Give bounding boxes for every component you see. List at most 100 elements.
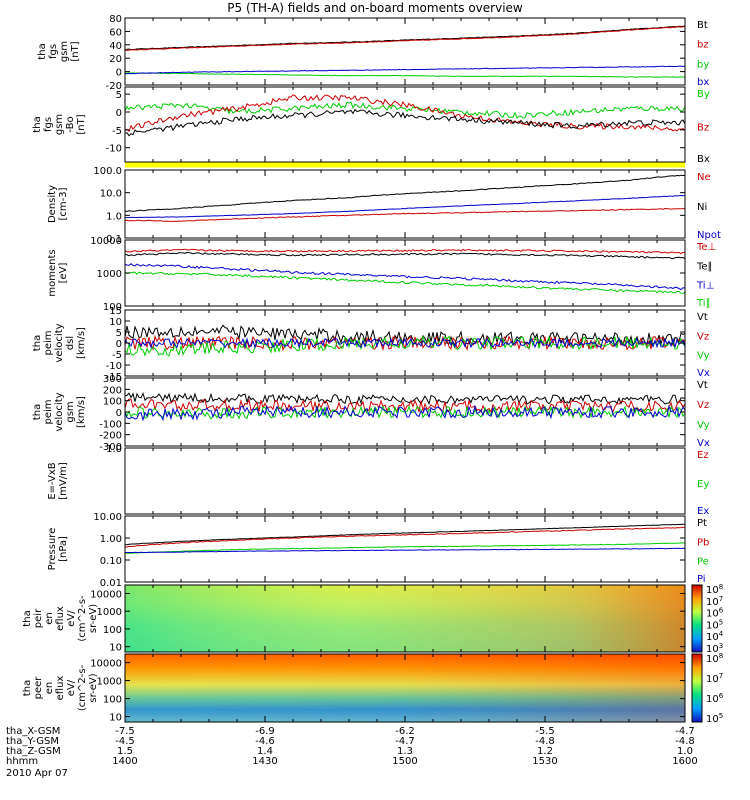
y-axis-label-line: tha: [37, 43, 48, 59]
series-line-Bx: [124, 108, 686, 137]
y-axis-label-line: [mV/m]: [58, 462, 69, 500]
series-line-Ni: [124, 174, 686, 212]
y-tick-label: -5: [112, 126, 122, 137]
y-tick-label: -20: [106, 81, 122, 92]
y-tick-label: 100.0: [93, 166, 122, 177]
panel-4: Te⊥ Te∥ Ti⊥ Ti∥ 10000 1000 100 moments [eV]: [47, 236, 716, 313]
y-tick-label: 5: [116, 328, 122, 339]
series-line-Pb: [124, 526, 686, 548]
y-axis-label-line: Pressure: [47, 528, 58, 571]
x-row-value: 1.0: [677, 746, 693, 757]
legend-label: by: [697, 59, 709, 70]
y-tick-label: -300: [99, 442, 122, 453]
y-axis-label: tha peir en eflux eV/(cm^2-s-sr-eV): [22, 595, 99, 642]
series-line-bz: [124, 26, 686, 51]
y-tick-label: 100: [103, 625, 122, 636]
series-line-Vt: [124, 324, 686, 347]
y-axis-label-line: tha: [22, 610, 33, 626]
y-tick-label: 40: [109, 41, 122, 52]
y-axis-label-line: fgs: [43, 117, 54, 132]
panel-frame: [124, 447, 686, 515]
y-axis-label: moments [eV]: [47, 249, 69, 296]
colorbar: [691, 584, 703, 653]
legend-label: Ey: [697, 479, 709, 490]
x-row-value: -4.7: [395, 736, 415, 747]
panel-8: Pt Pb Pe Pi 10.00 1.00 0.10 0.01 Pressure [nPa]: [47, 512, 709, 589]
legend-label: Te∥: [696, 261, 713, 272]
y-axis-label: Pressure [nPa]: [47, 528, 69, 571]
series-line-Vt: [124, 391, 686, 406]
y-axis-label-line: [nT]: [70, 41, 81, 61]
legend-label: Ti∥: [696, 298, 711, 309]
legend-label: Bt: [697, 20, 708, 31]
x-row-value: -4.6: [255, 736, 275, 747]
panel-frame: [124, 169, 686, 239]
y-tick-label: 10.0: [100, 189, 122, 200]
data-flag-bar: [125, 161, 685, 168]
series-line-Bt: [124, 25, 686, 51]
x-row-label: tha_Y-GSM: [6, 736, 59, 747]
spectrogram-overlay: [125, 654, 685, 722]
y-axis-label-line: sr-eV): [88, 673, 99, 702]
x-row-value: -6.9: [255, 726, 275, 737]
series-line-Ti⊥: [124, 263, 686, 291]
legend-label: Ne: [697, 172, 711, 183]
x-row-label: tha_X-GSM: [6, 726, 60, 737]
y-tick-label: 0.10: [100, 556, 122, 567]
series-line-Te⊥: [124, 248, 685, 255]
y-axis-label-line: en: [44, 682, 55, 695]
y-axis-label-line: dsl: [65, 336, 76, 350]
colorbar-tick-label: 108: [706, 652, 723, 665]
y-tick-label: 1000: [97, 269, 122, 280]
series-line-Vx: [124, 404, 686, 422]
colorbar-tick-label: 105: [706, 712, 723, 725]
y-axis-label-line: gsm: [59, 41, 70, 62]
y-axis-label: tha peer en eflux eV/(cm^2-s-sr-eV): [22, 664, 99, 711]
y-tick-label: -15: [106, 372, 122, 383]
x-row-value: -4.7: [675, 726, 695, 737]
y-tick-label: 10: [109, 317, 122, 328]
series-line-by: [124, 72, 686, 78]
legend-label: By: [697, 89, 710, 100]
y-axis-label-line: sr-eV): [88, 604, 99, 633]
y-axis-label-line: gsm: [54, 114, 65, 135]
series-line-Pt: [124, 523, 686, 546]
x-row-value: 1.3: [397, 746, 413, 757]
y-axis-label-line: peir: [33, 608, 44, 628]
y-axis-label-line: (cm^2-s-: [77, 664, 88, 711]
y-axis-label: Density [cm-3]: [47, 185, 69, 223]
legend-label: bz: [697, 40, 709, 51]
y-axis-label-line: [km/s]: [76, 396, 87, 428]
y-axis-label-line: velocity: [54, 323, 65, 362]
panel-7: Ez Ey Ex 1.0 E=-VxB [mV/m]: [47, 444, 709, 517]
series-line-Bz: [124, 94, 686, 133]
y-tick-label: 10000: [90, 236, 122, 247]
series-line-Vx: [124, 337, 686, 350]
legend-label: Vy: [697, 351, 710, 362]
x-row-value: 1400: [112, 756, 137, 767]
legend-label: Pt: [697, 518, 707, 529]
y-tick-label: 0: [116, 108, 122, 119]
y-tick-label: -5: [112, 350, 122, 361]
y-tick-label: 1.0: [106, 444, 122, 455]
y-tick-label: 5: [116, 90, 122, 101]
figure-title: P5 (TH-A) fields and on-board moments ov…: [227, 1, 523, 15]
legend-label: Ez: [697, 450, 709, 461]
x-row-value: 1530: [532, 756, 557, 767]
y-axis-label: tha fgs gsm [nT]: [37, 41, 81, 62]
y-axis-label-line: fgs: [48, 44, 59, 59]
x-row-value: 1600: [672, 756, 697, 767]
series-line-Ne: [124, 207, 686, 222]
spectrogram-overlay: [125, 585, 685, 652]
legend-label: Vz: [697, 400, 709, 411]
y-tick-label: 10000: [90, 589, 122, 600]
y-tick-label: -200: [99, 431, 122, 442]
y-axis-label-line: gsm: [65, 401, 76, 422]
legend-label: bx: [697, 77, 709, 88]
x-row-value: -6.2: [395, 726, 415, 737]
legend-label: Pb: [697, 537, 709, 548]
panel-frame: [124, 309, 686, 377]
y-axis-label-line: moments: [47, 249, 58, 296]
y-axis-label-line: [km/s]: [76, 327, 87, 359]
